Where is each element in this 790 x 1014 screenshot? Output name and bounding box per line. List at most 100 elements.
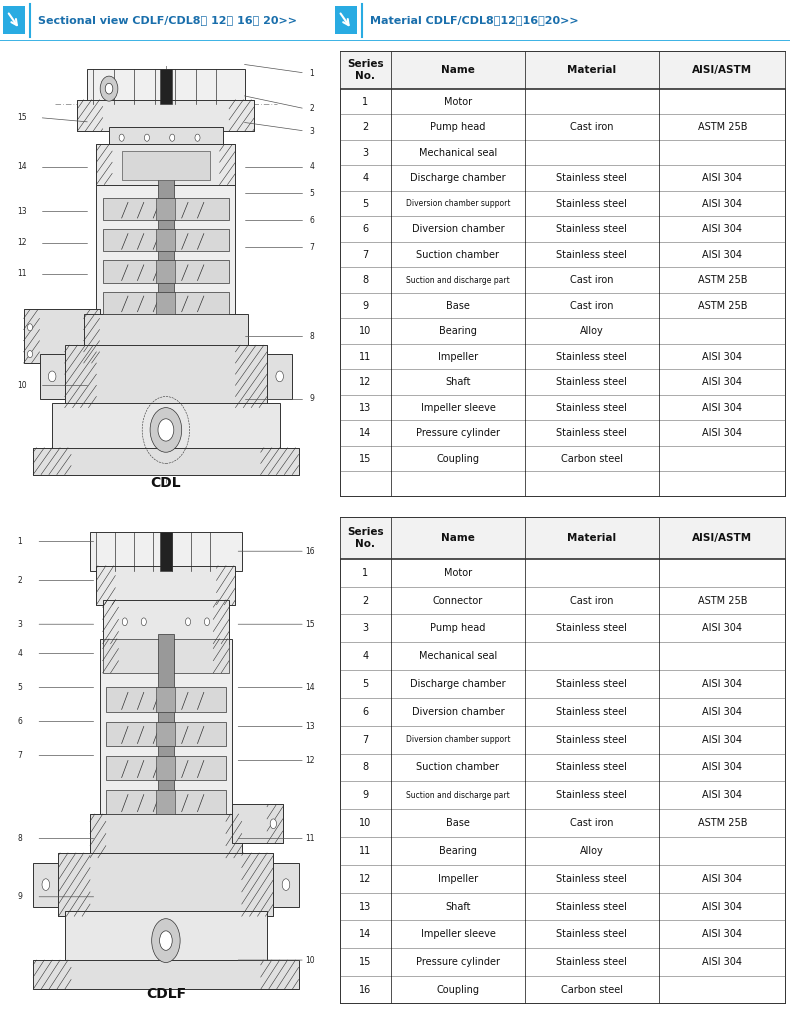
FancyBboxPatch shape [261, 960, 299, 990]
Text: Stainless steel: Stainless steel [556, 929, 627, 939]
Text: AISI 304: AISI 304 [702, 790, 743, 800]
Text: 14: 14 [17, 162, 27, 171]
FancyBboxPatch shape [90, 531, 242, 571]
Text: 12: 12 [305, 756, 314, 765]
Text: Stainless steel: Stainless steel [556, 352, 627, 362]
Text: 9: 9 [363, 790, 368, 800]
FancyBboxPatch shape [77, 99, 254, 131]
Text: 8: 8 [363, 275, 368, 285]
Circle shape [48, 371, 56, 381]
Text: AISI 304: AISI 304 [702, 707, 743, 717]
FancyBboxPatch shape [106, 687, 226, 712]
Text: Impeller: Impeller [438, 874, 478, 884]
Text: 5: 5 [363, 679, 368, 690]
Text: 15: 15 [305, 620, 314, 629]
FancyBboxPatch shape [235, 345, 267, 408]
Text: AISI 304: AISI 304 [702, 199, 743, 209]
Text: 9: 9 [310, 394, 314, 404]
Text: AISI 304: AISI 304 [702, 901, 743, 912]
FancyBboxPatch shape [103, 229, 229, 251]
Text: 16: 16 [305, 547, 314, 556]
Text: ASTM 25B: ASTM 25B [698, 595, 747, 605]
Text: Pump head: Pump head [431, 122, 486, 132]
Text: 9: 9 [17, 892, 22, 901]
FancyBboxPatch shape [213, 600, 229, 644]
FancyBboxPatch shape [261, 448, 299, 475]
Text: Carbon steel: Carbon steel [561, 453, 623, 463]
Text: 9: 9 [363, 300, 368, 310]
Text: 13: 13 [305, 722, 314, 731]
Text: 1: 1 [310, 69, 314, 77]
FancyBboxPatch shape [213, 639, 229, 673]
Text: 5: 5 [363, 199, 368, 209]
Text: Stainless steel: Stainless steel [556, 403, 627, 413]
Text: Series
No.: Series No. [347, 527, 384, 549]
FancyBboxPatch shape [24, 309, 40, 363]
FancyBboxPatch shape [100, 639, 232, 839]
FancyBboxPatch shape [65, 912, 267, 965]
FancyBboxPatch shape [160, 531, 172, 571]
FancyBboxPatch shape [103, 600, 229, 644]
Text: AISI 304: AISI 304 [702, 249, 743, 260]
FancyBboxPatch shape [267, 804, 283, 844]
Circle shape [282, 879, 290, 890]
Circle shape [150, 408, 182, 452]
Text: Suction chamber: Suction chamber [416, 763, 499, 773]
FancyBboxPatch shape [106, 790, 226, 814]
Circle shape [186, 618, 190, 626]
Text: Stainless steel: Stainless steel [556, 790, 627, 800]
Text: Name: Name [441, 533, 475, 544]
Text: 6: 6 [363, 224, 368, 234]
Circle shape [170, 134, 175, 141]
Text: Shaft: Shaft [446, 377, 471, 387]
Text: Discharge chamber: Discharge chamber [410, 679, 506, 690]
Text: 15: 15 [359, 957, 371, 967]
Text: Stainless steel: Stainless steel [556, 874, 627, 884]
FancyBboxPatch shape [65, 345, 96, 408]
FancyBboxPatch shape [226, 814, 242, 858]
Text: 11: 11 [359, 846, 371, 856]
FancyBboxPatch shape [103, 198, 229, 220]
Text: Suction chamber: Suction chamber [416, 249, 499, 260]
Text: 13: 13 [17, 207, 27, 216]
FancyBboxPatch shape [33, 448, 299, 475]
FancyBboxPatch shape [24, 309, 100, 363]
Circle shape [152, 919, 180, 962]
Text: 10: 10 [359, 327, 371, 337]
Text: Suction and discharge part: Suction and discharge part [406, 791, 510, 800]
Text: 14: 14 [305, 683, 314, 692]
Text: 2: 2 [17, 576, 22, 585]
FancyBboxPatch shape [96, 144, 112, 185]
Circle shape [205, 618, 209, 626]
Text: Base: Base [446, 818, 470, 828]
FancyBboxPatch shape [340, 51, 786, 89]
Text: 7: 7 [363, 249, 368, 260]
Text: AISI 304: AISI 304 [702, 874, 743, 884]
Text: Pressure cylinder: Pressure cylinder [416, 957, 500, 967]
Text: Suction and discharge part: Suction and discharge part [406, 276, 510, 285]
Text: Shaft: Shaft [446, 901, 471, 912]
Text: 13: 13 [359, 901, 371, 912]
FancyBboxPatch shape [3, 6, 25, 34]
FancyBboxPatch shape [77, 99, 103, 131]
Text: 7: 7 [310, 242, 314, 251]
FancyBboxPatch shape [96, 144, 235, 185]
Circle shape [145, 134, 149, 141]
FancyBboxPatch shape [96, 180, 235, 337]
Text: Motor: Motor [444, 568, 472, 578]
Text: 4: 4 [363, 651, 368, 661]
Text: 15: 15 [17, 114, 27, 122]
FancyBboxPatch shape [156, 722, 175, 746]
Circle shape [195, 134, 200, 141]
Text: Stainless steel: Stainless steel [556, 377, 627, 387]
Text: 4: 4 [17, 649, 22, 658]
Text: AISI 304: AISI 304 [702, 763, 743, 773]
FancyBboxPatch shape [33, 960, 71, 990]
FancyBboxPatch shape [96, 566, 115, 604]
Text: Coupling: Coupling [437, 985, 480, 995]
Circle shape [276, 371, 284, 381]
Text: Motor: Motor [444, 96, 472, 106]
Text: Stainless steel: Stainless steel [556, 763, 627, 773]
FancyBboxPatch shape [33, 960, 299, 990]
Text: 7: 7 [17, 751, 22, 760]
